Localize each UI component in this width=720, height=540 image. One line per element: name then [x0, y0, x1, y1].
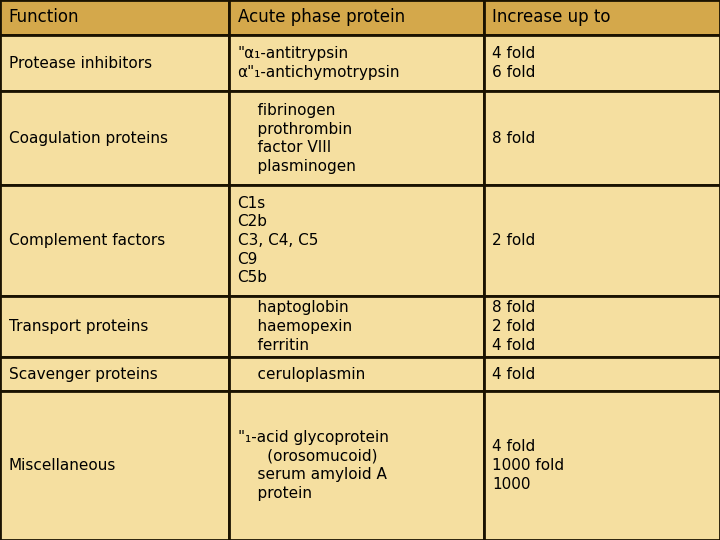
Text: Miscellaneous: Miscellaneous	[9, 458, 116, 473]
Ellipse shape	[434, 430, 718, 488]
Text: Protease inhibitors: Protease inhibitors	[9, 56, 152, 71]
Text: Transport proteins: Transport proteins	[9, 319, 148, 334]
Text: 8 fold
2 fold
4 fold: 8 fold 2 fold 4 fold	[492, 300, 536, 353]
Text: "₁-acid glycoprotein
      (orosomucoid)
    serum amyloid A
    protein: "₁-acid glycoprotein (orosomucoid) serum…	[238, 430, 389, 501]
Ellipse shape	[529, 112, 666, 179]
Bar	[229, 295, 484, 357]
Ellipse shape	[402, 400, 606, 464]
Bar	[0, 185, 229, 295]
Ellipse shape	[253, 36, 467, 72]
Bar	[484, 295, 720, 357]
Bar	[484, 185, 720, 295]
Bar	[229, 185, 484, 295]
Bar	[229, 35, 484, 91]
Ellipse shape	[306, 45, 414, 63]
Bar	[0, 357, 229, 391]
Ellipse shape	[542, 96, 720, 282]
Bar	[484, 391, 720, 540]
Text: Scavenger proteins: Scavenger proteins	[9, 367, 158, 382]
Bar	[484, 0, 720, 35]
Ellipse shape	[491, 442, 661, 476]
Text: C1s
C2b
C3, C4, C5
C9
C5b: C1s C2b C3, C4, C5 C9 C5b	[238, 195, 318, 285]
Bar	[484, 35, 720, 91]
Ellipse shape	[621, 37, 720, 179]
Ellipse shape	[254, 52, 538, 110]
Ellipse shape	[478, 206, 645, 248]
Ellipse shape	[181, 25, 539, 83]
Bar	[0, 391, 229, 540]
Ellipse shape	[50, 130, 166, 248]
Text: 4 fold: 4 fold	[492, 367, 536, 382]
Text: "α₁-antitrypsin
α"₁-antichymotrypsin: "α₁-antitrypsin α"₁-antichymotrypsin	[238, 46, 400, 80]
Ellipse shape	[616, 161, 680, 217]
Ellipse shape	[0, 178, 173, 308]
Ellipse shape	[665, 86, 703, 130]
Text: haptoglobin
    haemopexin
    ferritin: haptoglobin haemopexin ferritin	[238, 300, 352, 353]
Text: Coagulation proteins: Coagulation proteins	[9, 131, 168, 146]
Text: 4 fold
1000 fold
1000: 4 fold 1000 fold 1000	[492, 440, 564, 492]
Bar	[229, 357, 484, 391]
Text: Function: Function	[9, 9, 79, 26]
Ellipse shape	[354, 72, 438, 90]
Bar	[229, 0, 484, 35]
Text: 4 fold
6 fold: 4 fold 6 fold	[492, 46, 536, 80]
Ellipse shape	[79, 159, 137, 219]
Ellipse shape	[453, 416, 555, 448]
Ellipse shape	[647, 65, 720, 151]
Bar	[0, 91, 229, 185]
Text: Acute phase protein: Acute phase protein	[238, 9, 405, 26]
Ellipse shape	[483, 90, 712, 202]
Ellipse shape	[563, 129, 632, 163]
Bar	[484, 91, 720, 185]
Ellipse shape	[334, 379, 674, 485]
Bar	[0, 295, 229, 357]
Text: Increase up to: Increase up to	[492, 9, 611, 26]
Bar	[0, 35, 229, 91]
Text: ceruloplasmin: ceruloplasmin	[238, 367, 365, 382]
Ellipse shape	[520, 217, 603, 237]
Text: fibrinogen
    prothrombin
    factor VIII
    plasminogen: fibrinogen prothrombin factor VIII plasm…	[238, 103, 356, 174]
Text: Complement factors: Complement factors	[9, 233, 165, 248]
Bar	[484, 357, 720, 391]
Bar	[229, 391, 484, 540]
Ellipse shape	[585, 133, 711, 245]
Ellipse shape	[12, 91, 204, 287]
Bar	[0, 0, 229, 35]
Bar	[229, 91, 484, 185]
Ellipse shape	[12, 204, 132, 282]
Text: 2 fold: 2 fold	[492, 233, 536, 248]
Ellipse shape	[534, 450, 618, 468]
Text: 8 fold: 8 fold	[492, 131, 536, 146]
Ellipse shape	[311, 64, 481, 98]
Ellipse shape	[423, 192, 701, 262]
Ellipse shape	[42, 224, 102, 262]
